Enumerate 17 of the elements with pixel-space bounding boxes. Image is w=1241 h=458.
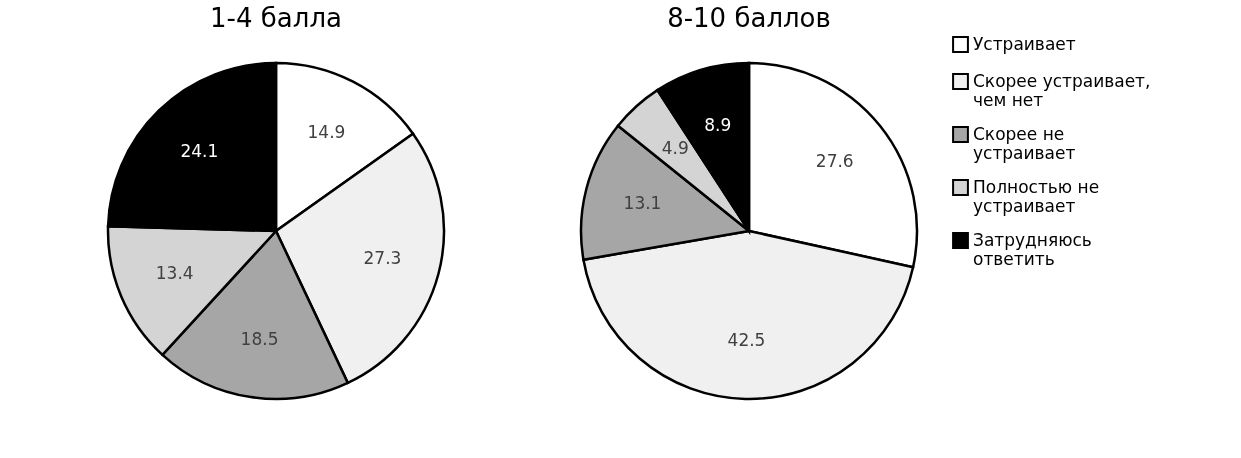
data-label: 18.5 [240,328,279,349]
data-label: 24.1 [180,141,219,162]
legend-label: Затрудняюсь ответить [973,229,1092,269]
legend-label: Скорее устраивает, чем нет [973,70,1151,110]
data-label: 4.9 [661,138,689,159]
data-label: 8.9 [704,114,732,135]
data-label: 27.3 [363,247,402,268]
data-label: 27.6 [815,151,854,172]
data-label: 13.1 [623,192,662,213]
legend-label: Скорее не устраивает [973,123,1076,163]
data-label: 13.4 [155,262,194,283]
chart-title: 1-4 балла [210,3,342,33]
data-label: 14.9 [307,122,346,143]
chart-title: 8-10 баллов [667,3,831,33]
legend-label: Устраивает [973,33,1076,54]
data-label: 42.5 [727,329,766,350]
legend-label: Полностью не устраивает [973,176,1100,216]
